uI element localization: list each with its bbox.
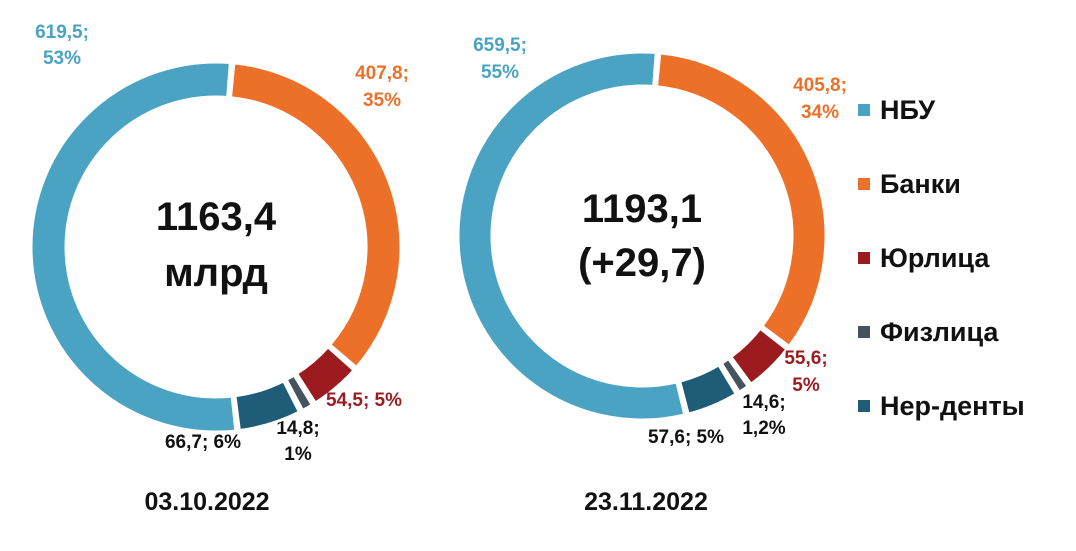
donut-chart-2: 659,5; 55% 405,8; 34% 55,6; 5% 14,6; 1,2% 57,6; … [456, 35, 847, 516]
slice-label-nbu: 619,5; [35, 22, 89, 43]
slice-nbu [29, 60, 238, 434]
slice-label-legal-entities: 54,5; 5% [326, 390, 402, 411]
legend-swatch-nbu [858, 104, 870, 116]
legend-label-non-residents: Нер-денты [880, 390, 1025, 421]
chart-date-1: 03.10.2022 [144, 488, 269, 516]
legend-label-banks: Банки [880, 168, 961, 199]
legend-swatch-legal-entities [858, 252, 870, 264]
slice-label-banks: 34% [801, 102, 839, 123]
legend-item-non-residents: Нер-денты [858, 388, 1025, 424]
legend-label-individuals: Физлица [880, 316, 999, 347]
legend-swatch-individuals [858, 326, 870, 338]
slice-label-non-residents: 57,6; 5% [648, 427, 724, 448]
slice-label-individuals: 14,8; [276, 418, 319, 439]
slice-legal-entities [294, 344, 357, 406]
center-total-1: 1163,4 [156, 195, 277, 239]
slice-banks [228, 61, 403, 370]
slice-non-residents [677, 362, 739, 416]
slice-label-individuals: 1,2% [742, 418, 785, 439]
legend-item-banks: Банки [858, 166, 1025, 202]
slice-label-individuals: 14,6; [742, 392, 785, 413]
legend-swatch-non-residents [858, 400, 870, 412]
slice-label-banks: 405,8; [793, 75, 847, 96]
slice-individuals [284, 372, 315, 413]
slice-label-nbu: 659,5; [473, 35, 527, 56]
slice-banks [654, 51, 828, 349]
legend-label-nbu: НБУ [880, 94, 936, 125]
slice-label-banks: 35% [363, 90, 401, 111]
slice-legal-entities [728, 326, 790, 387]
slice-label-nbu: 53% [43, 48, 81, 69]
legend-item-legal-entities: Юрлица [858, 240, 1025, 276]
slice-label-legal-entities: 55,6; [784, 348, 827, 369]
legend: НБУ Банки Юрлица Физлица Нер-денты [858, 92, 1025, 424]
slice-non-residents [233, 378, 302, 433]
slice-label-banks: 407,8; [355, 63, 409, 84]
slice-label-individuals: 1% [284, 444, 312, 465]
center-total-1: млрд [164, 251, 268, 295]
legend-swatch-banks [858, 178, 870, 190]
center-total-2: (+29,7) [578, 241, 706, 285]
legend-item-nbu: НБУ [858, 92, 1025, 128]
slice-label-nbu: 55% [481, 62, 519, 83]
legend-item-individuals: Физлица [858, 314, 1025, 350]
center-total-2: 1193,1 [582, 187, 702, 231]
slice-label-legal-entities: 5% [792, 375, 820, 396]
slice-nbu [456, 50, 687, 422]
slice-label-non-residents: 66,7; 6% [165, 432, 241, 453]
chart-date-2: 23.11.2022 [584, 488, 708, 516]
donut-chart-1: 619,5; 53% 407,8; 35% 54,5; 5% 14,8; 1% 66,7; 6… [29, 22, 409, 516]
legend-label-legal-entities: Юрлица [880, 242, 990, 273]
slice-individuals [719, 356, 751, 395]
